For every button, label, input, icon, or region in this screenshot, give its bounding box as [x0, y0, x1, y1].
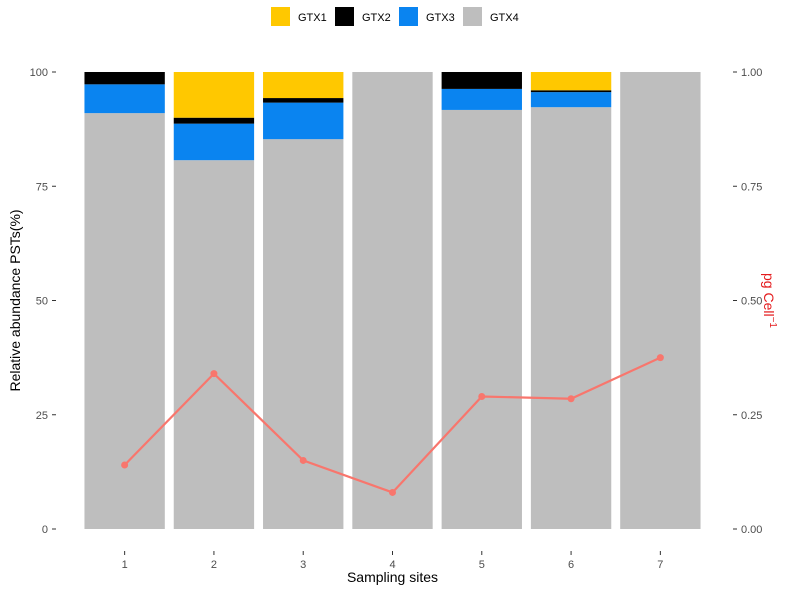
bar-segment-gtx4-site-3	[263, 139, 344, 529]
bar-segment-gtx4-site-2	[173, 160, 255, 529]
bar-segment-gtx1-site-6	[530, 72, 612, 91]
bar-segment-gtx3-site-5	[441, 88, 522, 110]
legend: GTX1 GTX2 GTX3 GTX4	[271, 7, 519, 26]
legend-label-gtx3: GTX3	[426, 12, 455, 24]
line-point-site-3	[299, 456, 307, 464]
right-y-tick-label: 0.75	[741, 181, 762, 193]
legend-key-gtx4	[463, 7, 482, 26]
line-point-site-2	[210, 370, 218, 378]
bar-segment-gtx2-site-5	[441, 72, 522, 89]
bar-segment-gtx4-site-1	[84, 113, 165, 529]
x-tick-label: 6	[568, 559, 574, 571]
right-y-axis-title: pg Cell−1	[761, 273, 778, 328]
bar-segment-gtx2-site-2	[173, 117, 255, 124]
right-y-axis-title-main: pg Cell	[761, 273, 777, 317]
right-y-tick-label: 0.00	[741, 524, 762, 536]
line-point-site-5	[478, 392, 486, 400]
bar-segment-gtx4-site-5	[441, 109, 522, 530]
bar-segment-gtx4-site-4	[352, 72, 433, 529]
bar-segment-gtx2-site-3	[263, 98, 344, 103]
x-tick-label: 4	[389, 559, 395, 571]
right-y-tick-label: 0.25	[741, 410, 762, 422]
bar-segment-gtx3-site-6	[530, 92, 612, 108]
legend-key-gtx1	[271, 7, 290, 26]
legend-label-gtx1: GTX1	[298, 12, 327, 24]
x-axis: 1 2 3 4 5 6 7	[122, 551, 663, 571]
x-tick-label: 2	[211, 559, 217, 571]
left-y-tick-label: 75	[36, 181, 48, 193]
right-y-axis-title-superscript: −1	[767, 317, 778, 329]
x-tick-label: 5	[479, 559, 485, 571]
right-y-tick-label: 0.50	[741, 296, 762, 308]
bar-segment-gtx4-site-6	[530, 107, 612, 529]
left-y-tick-label: 50	[36, 296, 48, 308]
legend-label-gtx2: GTX2	[362, 12, 391, 24]
left-y-axis: 0 25 50 75 100	[30, 67, 56, 536]
bar-segment-gtx3-site-2	[173, 123, 255, 161]
bars	[84, 72, 701, 530]
left-y-tick-label: 100	[30, 67, 48, 79]
line-point-site-7	[656, 354, 664, 362]
legend-key-gtx3	[399, 7, 418, 26]
bar-segment-gtx2-site-6	[530, 90, 612, 93]
left-y-tick-label: 25	[36, 410, 48, 422]
line-series	[121, 354, 664, 496]
x-tick-label: 1	[122, 559, 128, 571]
x-tick-label: 3	[300, 559, 306, 571]
right-y-tick-label: 1.00	[741, 67, 762, 79]
x-tick-label: 7	[657, 559, 663, 571]
bar-segment-gtx3-site-3	[263, 102, 344, 140]
bar-segment-gtx3-site-1	[84, 84, 165, 114]
line-point-site-6	[567, 395, 575, 403]
y-axis-title: Relative abundance PSTs(%)	[7, 209, 23, 391]
right-y-axis: 0.00 0.25 0.50 0.75 1.00	[733, 67, 762, 536]
bar-segment-gtx2-site-1	[84, 72, 165, 85]
bar-segment-gtx4-site-7	[620, 72, 701, 529]
bar-segment-gtx1-site-3	[263, 72, 344, 99]
left-y-tick-label: 0	[42, 524, 48, 536]
legend-label-gtx4: GTX4	[490, 12, 519, 24]
x-axis-title: Sampling sites	[347, 569, 438, 585]
legend-key-gtx2	[335, 7, 354, 26]
bar-segment-gtx1-site-2	[173, 72, 255, 118]
line-point-site-1	[121, 461, 129, 469]
line-point-site-4	[389, 488, 396, 496]
